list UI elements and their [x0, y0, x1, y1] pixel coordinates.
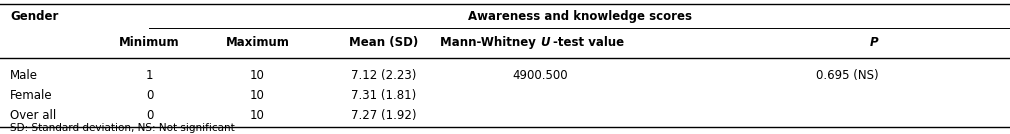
Text: Gender: Gender: [10, 10, 59, 23]
Text: Female: Female: [10, 89, 53, 102]
Text: Male: Male: [10, 68, 38, 82]
Text: Mean (SD): Mean (SD): [349, 36, 418, 49]
Text: 7.31 (1.81): 7.31 (1.81): [351, 89, 416, 102]
Text: 7.12 (2.23): 7.12 (2.23): [351, 68, 416, 82]
Text: 0: 0: [145, 109, 154, 122]
Text: Minimum: Minimum: [119, 36, 180, 49]
Text: Over all: Over all: [10, 109, 57, 122]
Text: 10: 10: [250, 89, 265, 102]
Text: 10: 10: [250, 68, 265, 82]
Text: P: P: [870, 36, 879, 49]
Text: 7.27 (1.92): 7.27 (1.92): [351, 109, 416, 122]
Text: -test value: -test value: [553, 36, 624, 49]
Text: 0.695 (NS): 0.695 (NS): [816, 68, 879, 82]
Text: 0: 0: [145, 89, 154, 102]
Text: 10: 10: [250, 109, 265, 122]
Text: 4900.500: 4900.500: [512, 68, 569, 82]
Text: Mann-Whitney: Mann-Whitney: [440, 36, 540, 49]
Text: 1: 1: [145, 68, 154, 82]
Text: Awareness and knowledge scores: Awareness and knowledge scores: [468, 10, 692, 23]
Text: SD: Standard deviation, NS: Not significant: SD: Standard deviation, NS: Not signific…: [10, 123, 235, 133]
Text: U: U: [540, 36, 549, 49]
Text: Maximum: Maximum: [225, 36, 290, 49]
